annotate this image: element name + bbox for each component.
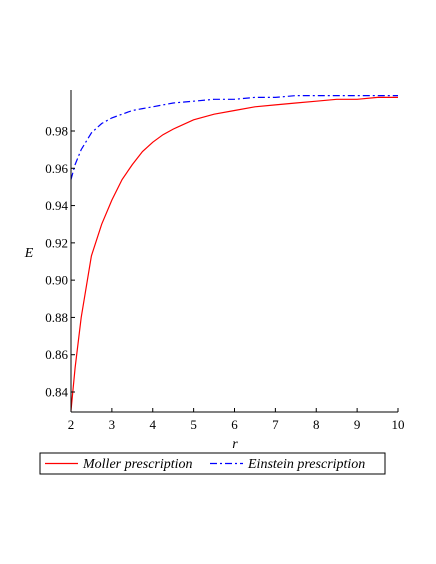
x-tick-label: 4 <box>150 417 157 432</box>
legend-label-moller: Moller prescription <box>82 457 193 472</box>
y-tick-label: 0.90 <box>45 273 68 288</box>
x-tick-label: 5 <box>190 417 197 432</box>
x-tick-label: 8 <box>313 417 320 432</box>
y-tick-label: 0.98 <box>45 124 68 139</box>
y-axis-label: E <box>24 246 34 261</box>
x-tick-label: 9 <box>354 417 361 432</box>
y-tick-label: 0.88 <box>45 310 68 325</box>
y-tick-label: 0.86 <box>45 347 68 362</box>
x-tick-label: 10 <box>392 417 405 432</box>
series-line-moller <box>70 96 398 411</box>
y-tick-label: 0.84 <box>45 385 68 400</box>
x-axis-label: r <box>232 437 238 452</box>
series-line-einstein <box>70 94 398 180</box>
x-tick-label: 6 <box>231 417 238 432</box>
y-tick-label: 0.96 <box>45 161 68 176</box>
y-tick-label: 0.94 <box>45 198 68 213</box>
x-tick-label: 2 <box>68 417 75 432</box>
legend-label-einstein: Einstein prescription <box>247 457 365 472</box>
y-tick-label: 0.92 <box>45 235 68 250</box>
x-tick-label: 3 <box>109 417 116 432</box>
legend: Moller prescription Einstein prescriptio… <box>39 452 386 475</box>
x-tick-label: 7 <box>272 417 279 432</box>
